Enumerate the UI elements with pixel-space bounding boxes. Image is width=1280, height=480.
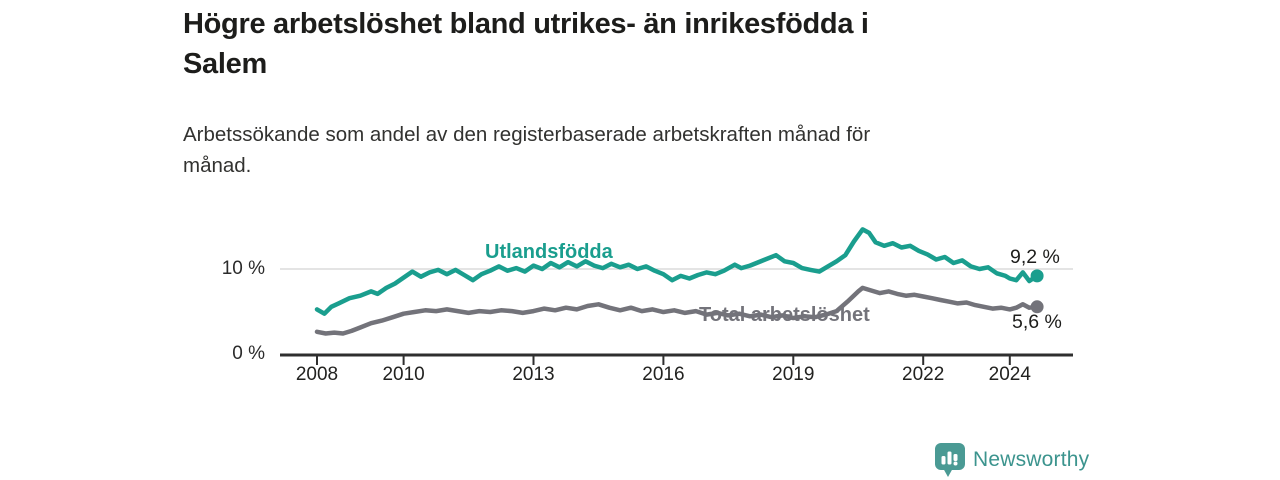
x-tick-label: 2024 [988, 364, 1031, 385]
title-line-2: Salem [183, 48, 267, 80]
x-tick-label: 2010 [382, 364, 425, 385]
x-tick-label: 2016 [642, 364, 685, 385]
title-line-1: Högre arbetslöshet bland utrikes- än inr… [183, 8, 869, 40]
subtitle-line-1: Arbetssökande som andel av den registerb… [183, 123, 871, 146]
chart-subtitle: Arbetssökande som andel av den registerb… [183, 119, 1083, 181]
end-value-label-total: 5,6 % [1012, 311, 1062, 333]
y-axis-label-0: 0 % [232, 343, 265, 364]
series-label-utlandsfodda: Utlandsfödda [485, 241, 613, 263]
series-label-total-arbetsloshet: Total arbetslöshet [699, 304, 870, 326]
end-value-label-utlandsfodda: 9,2 % [1010, 246, 1060, 268]
x-tick-label: 2013 [512, 364, 555, 385]
page-title: Högre arbetslöshet bland utrikes- än inr… [183, 4, 1103, 84]
x-tick-label: 2008 [295, 364, 339, 385]
x-tick-label: 2022 [902, 364, 945, 385]
brand-wordmark: Newsworthy [973, 448, 1090, 471]
bar-chart-speech-bubble-icon [935, 443, 965, 477]
newsworthy-logo: Newsworthy [934, 442, 1089, 479]
y-axis-label-10: 10 % [221, 258, 265, 279]
x-tick-label: 2019 [772, 364, 815, 385]
subtitle-line-2: månad. [183, 154, 252, 177]
